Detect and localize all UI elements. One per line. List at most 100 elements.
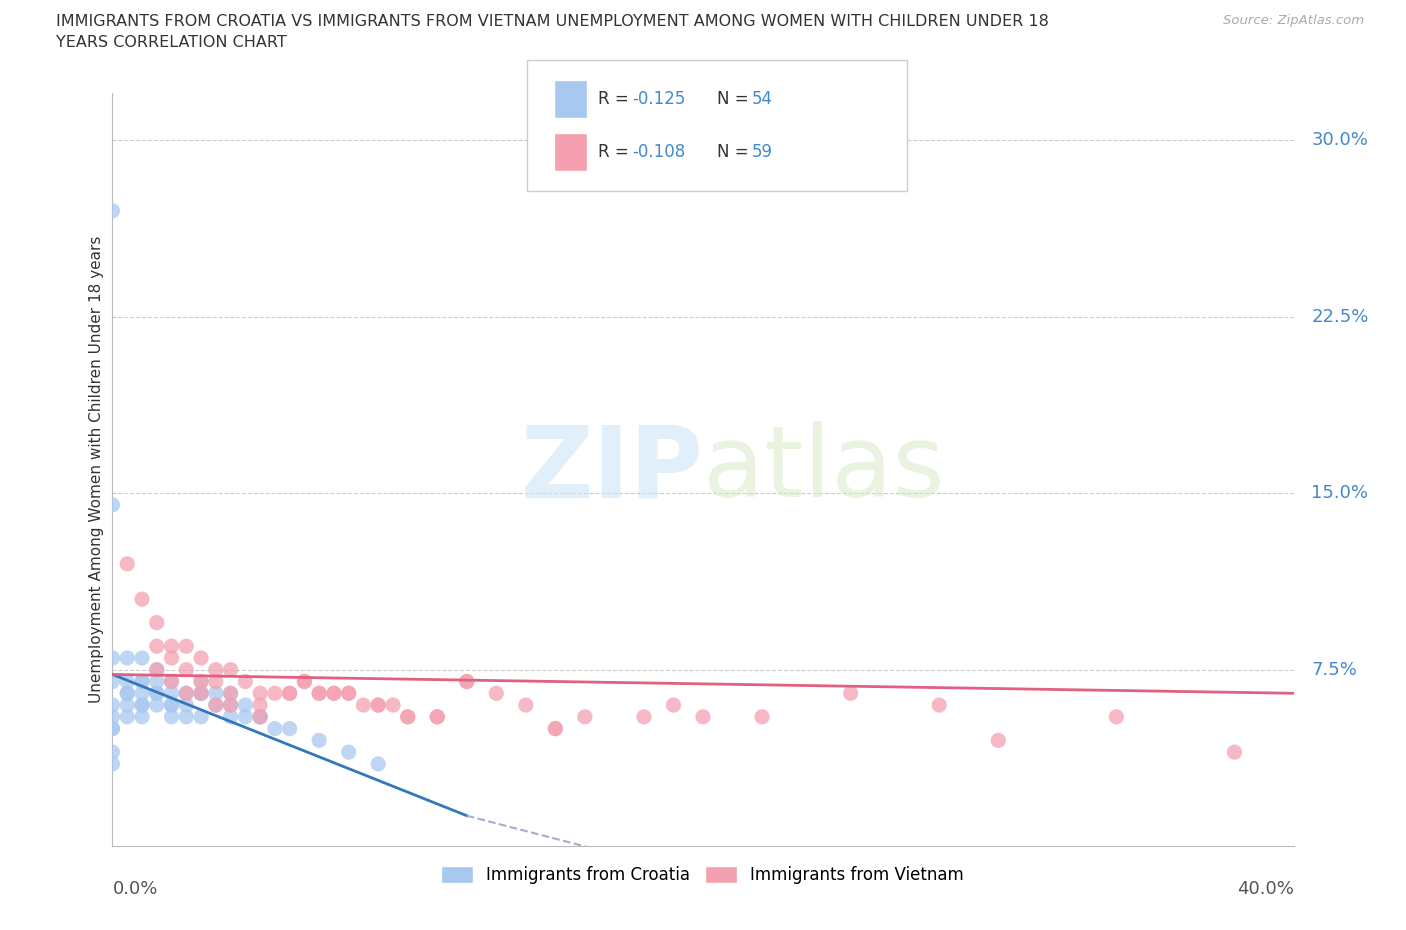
- Point: [485, 685, 508, 700]
- Point: [367, 698, 389, 712]
- Point: [190, 685, 212, 700]
- Point: [456, 674, 478, 689]
- Point: [160, 674, 183, 689]
- Point: [292, 674, 315, 689]
- Point: [308, 685, 330, 700]
- Point: [160, 710, 183, 724]
- Point: [264, 721, 287, 736]
- Point: [174, 685, 197, 700]
- Point: [174, 698, 197, 712]
- Text: R =: R =: [598, 90, 634, 108]
- Point: [233, 710, 256, 724]
- Point: [101, 674, 124, 689]
- Point: [278, 685, 301, 700]
- Point: [278, 721, 301, 736]
- Point: [131, 710, 153, 724]
- Point: [219, 710, 242, 724]
- Point: [233, 698, 256, 712]
- Point: [323, 685, 346, 700]
- Point: [101, 745, 124, 760]
- Point: [751, 710, 773, 724]
- Point: [131, 591, 153, 606]
- Point: [205, 685, 228, 700]
- Point: [146, 685, 169, 700]
- Point: [352, 698, 374, 712]
- Point: [131, 674, 153, 689]
- Point: [101, 698, 124, 712]
- Point: [544, 721, 567, 736]
- Point: [308, 733, 330, 748]
- Point: [308, 685, 330, 700]
- Point: [426, 710, 449, 724]
- Point: [117, 685, 138, 700]
- Point: [101, 498, 124, 512]
- Point: [160, 698, 183, 712]
- Point: [249, 685, 271, 700]
- Point: [367, 756, 389, 771]
- Point: [574, 710, 596, 724]
- Text: YEARS CORRELATION CHART: YEARS CORRELATION CHART: [56, 35, 287, 50]
- Point: [146, 662, 169, 677]
- Point: [131, 674, 153, 689]
- Point: [219, 698, 242, 712]
- Text: N =: N =: [717, 143, 754, 161]
- Text: 40.0%: 40.0%: [1237, 880, 1294, 898]
- Text: N =: N =: [717, 90, 754, 108]
- Point: [101, 204, 124, 219]
- Point: [101, 721, 124, 736]
- Point: [205, 674, 228, 689]
- Point: [692, 710, 714, 724]
- Point: [839, 685, 862, 700]
- Point: [292, 674, 315, 689]
- Point: [190, 685, 212, 700]
- Point: [205, 698, 228, 712]
- Point: [323, 685, 346, 700]
- Point: [205, 662, 228, 677]
- Point: [190, 674, 212, 689]
- Point: [249, 710, 271, 724]
- Point: [1105, 710, 1128, 724]
- Text: 30.0%: 30.0%: [1312, 131, 1368, 149]
- Text: 54: 54: [752, 90, 773, 108]
- Point: [160, 698, 183, 712]
- Point: [662, 698, 685, 712]
- Point: [117, 556, 138, 571]
- Text: atlas: atlas: [703, 421, 945, 518]
- Point: [249, 710, 271, 724]
- Point: [146, 616, 169, 631]
- Point: [205, 698, 228, 712]
- Point: [264, 685, 287, 700]
- Point: [219, 685, 242, 700]
- Point: [249, 698, 271, 712]
- Point: [146, 685, 169, 700]
- Point: [117, 685, 138, 700]
- Point: [190, 674, 212, 689]
- Point: [278, 685, 301, 700]
- Point: [1223, 745, 1246, 760]
- Point: [160, 651, 183, 666]
- Point: [987, 733, 1010, 748]
- Text: 7.5%: 7.5%: [1312, 660, 1357, 679]
- Point: [146, 674, 169, 689]
- Point: [101, 710, 124, 724]
- Point: [117, 710, 138, 724]
- Text: ZIP: ZIP: [520, 421, 703, 518]
- Point: [396, 710, 419, 724]
- Point: [544, 721, 567, 736]
- Point: [190, 651, 212, 666]
- Point: [117, 651, 138, 666]
- Point: [367, 698, 389, 712]
- Point: [233, 674, 256, 689]
- Point: [396, 710, 419, 724]
- Point: [219, 685, 242, 700]
- Text: IMMIGRANTS FROM CROATIA VS IMMIGRANTS FROM VIETNAM UNEMPLOYMENT AMONG WOMEN WITH: IMMIGRANTS FROM CROATIA VS IMMIGRANTS FR…: [56, 14, 1049, 29]
- Point: [131, 651, 153, 666]
- Point: [337, 685, 360, 700]
- Point: [174, 639, 197, 654]
- Point: [174, 662, 197, 677]
- Text: 0.0%: 0.0%: [112, 880, 157, 898]
- Point: [101, 721, 124, 736]
- Point: [146, 662, 169, 677]
- Text: Source: ZipAtlas.com: Source: ZipAtlas.com: [1223, 14, 1364, 27]
- Point: [101, 756, 124, 771]
